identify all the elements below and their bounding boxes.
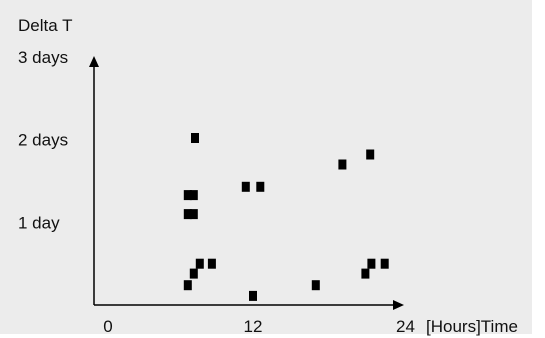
y-axis-arrowhead — [89, 56, 99, 67]
y-tick-label: 3 days — [18, 48, 68, 67]
data-point — [207, 258, 216, 269]
data-point — [367, 258, 376, 269]
data-point — [366, 149, 375, 160]
data-point — [195, 258, 204, 269]
y-tick-label: 1 day — [18, 213, 60, 232]
data-point — [241, 181, 250, 192]
data-point — [183, 190, 192, 201]
data-point — [189, 190, 198, 201]
plot-background — [0, 0, 532, 334]
data-point — [361, 268, 370, 279]
data-point — [338, 159, 347, 170]
axes — [89, 56, 404, 310]
data-point — [183, 280, 192, 291]
x-tick-label: 24 — [396, 317, 415, 336]
x-tick-label: 12 — [244, 317, 263, 336]
data-point — [380, 258, 389, 269]
x-tick-label: 0 — [103, 317, 112, 336]
x-axis-arrowhead — [393, 300, 404, 310]
data-point — [189, 268, 198, 279]
x-axis-label: [Hours]Time — [426, 317, 518, 336]
y-axis-label: Delta T — [18, 16, 73, 35]
data-point — [311, 280, 320, 291]
data-point — [256, 181, 265, 192]
data-point — [189, 209, 198, 220]
tick-labels: 0 12 24 1 day 2 days 3 days — [18, 48, 415, 336]
data-point — [249, 290, 257, 301]
data-point — [183, 209, 192, 220]
data-points — [183, 133, 389, 301]
y-tick-label: 2 days — [18, 131, 68, 150]
data-point — [191, 133, 199, 143]
